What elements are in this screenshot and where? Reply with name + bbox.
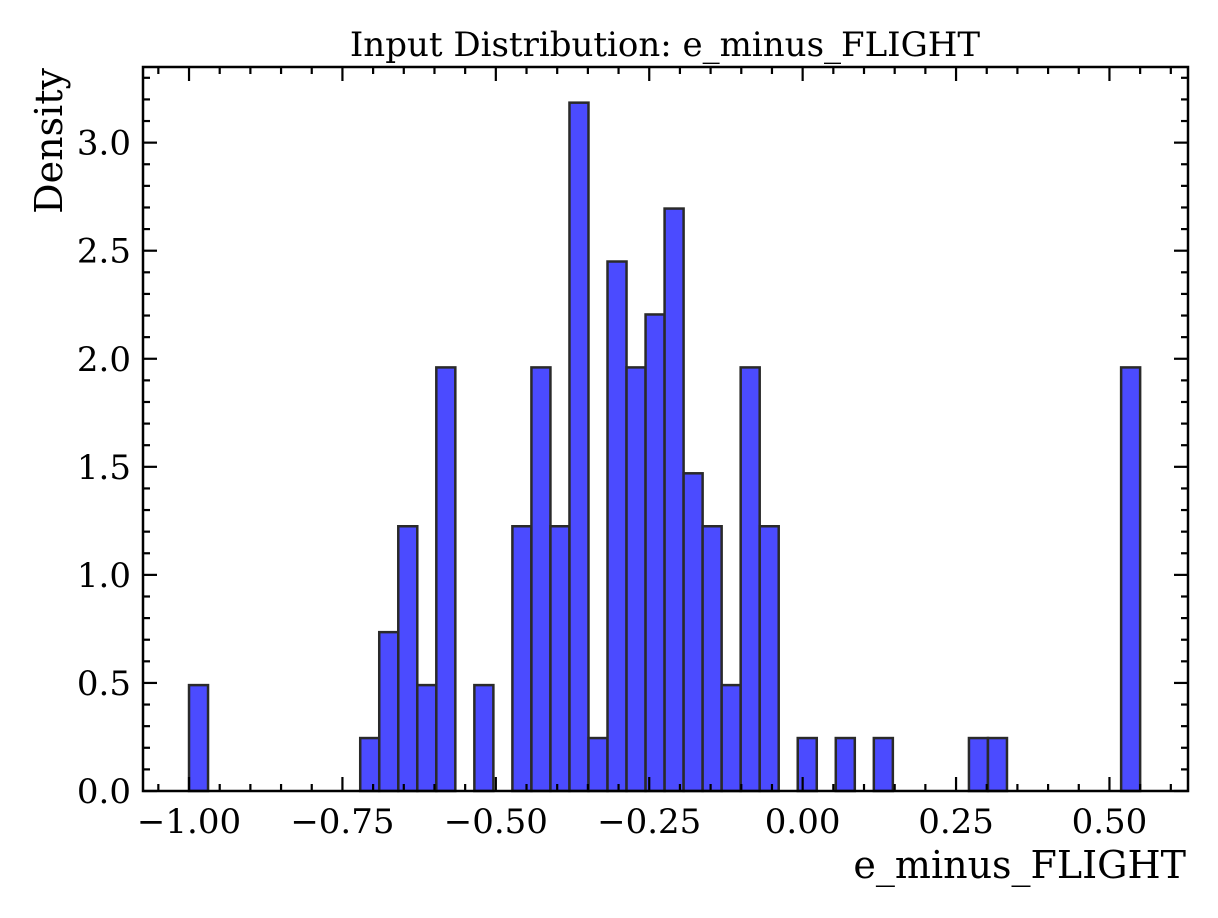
x-axis-label: e_minus_FLIGHT	[853, 843, 1186, 888]
x-tick-label-2: −0.50	[444, 802, 548, 842]
x-tick-labels: −1.00 −0.75 −0.50 −0.25 0.00 0.25 0.50	[137, 802, 1147, 842]
y-tick-label-5: 2.5	[77, 232, 131, 272]
y-axis-label: Density	[27, 67, 71, 213]
histogram-bar-9	[549, 525, 571, 793]
histogram-bar-21	[796, 736, 819, 793]
histogram-bar-15	[663, 207, 685, 793]
histogram-bar-12	[606, 260, 628, 793]
histogram-bars	[187, 101, 1142, 793]
x-tick-label-3: −0.25	[597, 802, 701, 842]
x-tick-label-6: 0.50	[1072, 802, 1148, 842]
y-tick-labels: 0.0 0.5 1.0 1.5 2.0 2.5 3.0	[77, 124, 131, 812]
histogram-bar-16	[682, 472, 704, 793]
histogram-bar-14	[644, 313, 666, 793]
histogram-bar-2	[377, 630, 400, 793]
histogram-bar-26	[1119, 366, 1142, 793]
histogram-bar-19	[739, 366, 761, 793]
histogram-bar-3	[397, 525, 419, 793]
histogram-bar-23	[872, 736, 895, 793]
histogram-bar-20	[758, 525, 780, 793]
histogram-bar-6	[473, 683, 495, 793]
histogram-bar-1	[358, 736, 381, 793]
histogram-bar-13	[625, 366, 647, 793]
histogram-bar-18	[720, 683, 742, 793]
histogram-bar-22	[834, 736, 857, 793]
histogram-bar-25	[986, 736, 1009, 793]
y-tick-label-2: 1.0	[77, 556, 131, 596]
chart-title: Input Distribution: e_minus_FLIGHT	[350, 25, 981, 65]
y-tick-label-4: 2.0	[77, 340, 131, 380]
histogram-bar-11	[587, 736, 609, 793]
y-tick-label-0: 0.0	[77, 772, 131, 812]
x-tick-label-1: −0.75	[290, 802, 394, 842]
y-tick-label-3: 1.5	[77, 448, 131, 488]
histogram-bar-8	[530, 366, 552, 793]
histogram-bar-7	[511, 525, 533, 793]
histogram-bar-24	[967, 736, 990, 793]
x-tick-label-0: −1.00	[137, 802, 241, 842]
histogram-bar-10	[568, 101, 590, 793]
y-tick-label-1: 0.5	[77, 664, 131, 704]
histogram-bar-5	[435, 366, 457, 793]
histogram-bar-0	[187, 683, 210, 793]
x-tick-label-4: 0.00	[765, 802, 841, 842]
plot-frame	[141, 65, 1190, 793]
y-tick-label-6: 3.0	[77, 124, 131, 164]
x-tick-label-5: 0.25	[918, 802, 994, 842]
histogram-bar-4	[416, 683, 438, 793]
histogram-bar-17	[701, 525, 723, 793]
